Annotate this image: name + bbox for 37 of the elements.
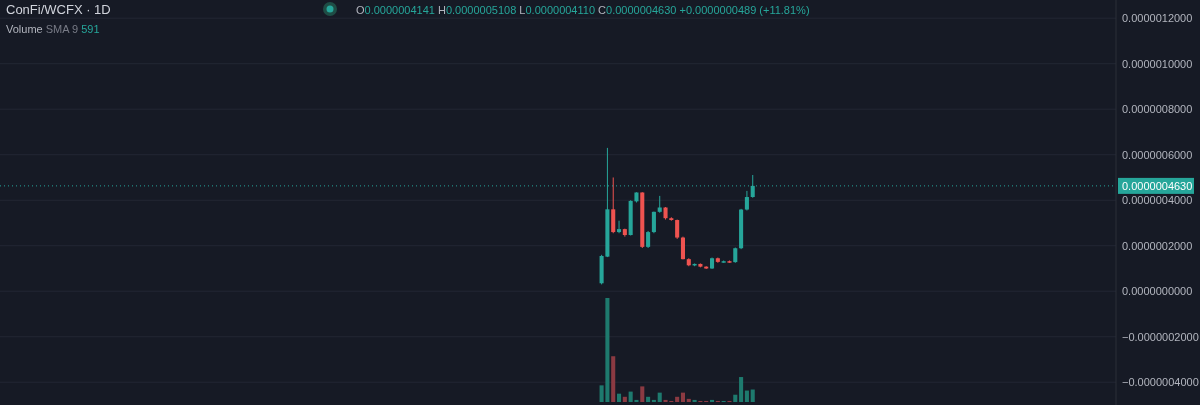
- y-tick-label: −0.0000004000: [1122, 376, 1199, 389]
- bar: [617, 393, 622, 402]
- y-tick-label: 0.0000006000: [1122, 148, 1193, 161]
- y-tick-label: 0.0000010000: [1122, 57, 1193, 70]
- bar: [657, 392, 662, 402]
- bar: [675, 396, 680, 402]
- bar: [710, 399, 715, 402]
- chart-title: ConFi/WCFX · 1D: [6, 2, 111, 17]
- annotation: L0.0000004110: [519, 3, 596, 16]
- bar: [680, 392, 685, 402]
- bar: [651, 399, 656, 402]
- y-tick-label: 0.0000012000: [1122, 12, 1193, 25]
- annotation: H0.0000005108: [437, 3, 517, 16]
- annotation: +0.0000000489 (+11.81%): [679, 3, 810, 16]
- y-tick-label: −0.0000002000: [1122, 330, 1199, 343]
- annotation: SMA 9: [42, 23, 79, 35]
- bar: [622, 396, 627, 402]
- bar: [744, 390, 749, 402]
- candlestick: [611, 176, 616, 234]
- annotation: 591: [78, 23, 100, 35]
- bar: [750, 389, 755, 402]
- bar: [611, 356, 616, 402]
- bar: [646, 396, 651, 402]
- bar: [692, 399, 697, 402]
- bar: [686, 398, 691, 402]
- y-tick-label: 0.0000008000: [1122, 103, 1193, 116]
- bar: [733, 394, 738, 402]
- y-tick-label: 0.0000004000: [1122, 194, 1193, 207]
- y-tick-label: 0.0000000000: [1122, 285, 1193, 298]
- annotation: C0.0000004630: [598, 3, 677, 16]
- bar: [739, 377, 744, 402]
- annotation: Volume: [6, 23, 43, 35]
- candlestick: [617, 220, 622, 234]
- annotation: O0.0000004141: [356, 3, 435, 16]
- bar: [640, 386, 645, 402]
- ref-line-label: 0.0000004630: [1122, 179, 1193, 192]
- y-tick-label: 0.0000002000: [1122, 239, 1193, 252]
